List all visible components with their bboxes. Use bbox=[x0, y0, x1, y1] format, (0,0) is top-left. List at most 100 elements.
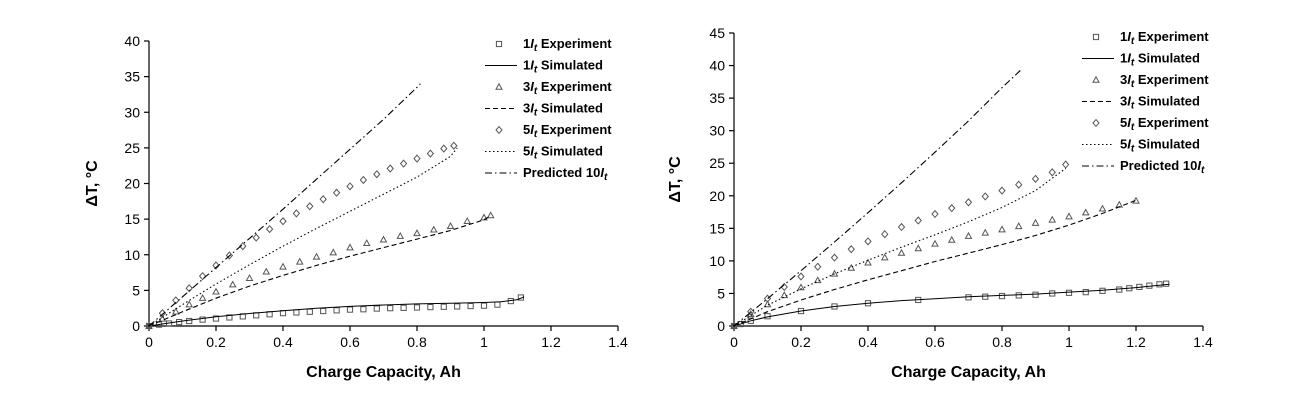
series-line bbox=[148, 296, 525, 327]
data-point bbox=[373, 305, 380, 312]
legend-label: 1It Simulated bbox=[523, 58, 603, 76]
x-axis-title: Charge Capacity, Ah bbox=[891, 364, 1046, 381]
chart-panel-b: 0 0.2 0.4 0.6 0.8 1 1.2 1.4 0 5 10 15 20 25 30 35 40 45 Ch… bbox=[667, 25, 1213, 381]
data-point bbox=[981, 228, 990, 236]
data-point bbox=[199, 316, 206, 323]
x-tick-label: 0.8 bbox=[407, 334, 427, 350]
y-tick-label: 35 bbox=[124, 69, 140, 85]
legend-entry: 1It Simulated bbox=[485, 58, 603, 76]
y-tick-label: 0 bbox=[717, 318, 725, 334]
data-point bbox=[847, 245, 855, 254]
x-tick-label: 0.2 bbox=[206, 334, 226, 350]
legend-label: 5It Experiment bbox=[1120, 115, 1209, 133]
x-tick-label: 0 bbox=[145, 334, 153, 350]
legend-label: 3It Simulated bbox=[523, 101, 603, 119]
data-point bbox=[1065, 212, 1073, 220]
legend: 1It Experiment 1It Simulated 3It Experimen… bbox=[1082, 29, 1209, 176]
series-triangle-marker bbox=[730, 196, 1140, 329]
series-dash-dot bbox=[148, 83, 421, 327]
data-point bbox=[239, 242, 247, 251]
series-triangle-marker bbox=[145, 211, 495, 329]
y-tick-label: 0 bbox=[132, 318, 140, 334]
data-point bbox=[413, 229, 421, 237]
data-point bbox=[346, 243, 354, 251]
data-point bbox=[914, 216, 922, 225]
data-point bbox=[440, 144, 448, 153]
y-tick-label: 10 bbox=[709, 253, 725, 269]
x-tick-label: 0.6 bbox=[925, 334, 945, 350]
y-tick-label: 40 bbox=[124, 33, 140, 49]
legend-entry: 1It Experiment bbox=[495, 36, 612, 54]
legend-label: 3It Experiment bbox=[523, 79, 612, 97]
legend-entry: 1It Experiment bbox=[1092, 29, 1209, 47]
legend-label: 5It Simulated bbox=[1120, 137, 1200, 155]
data-point bbox=[480, 302, 488, 309]
series-dotted bbox=[733, 167, 1067, 327]
legend-label: Predicted 10It bbox=[523, 165, 608, 183]
data-point bbox=[494, 301, 501, 308]
data-point bbox=[279, 262, 287, 270]
y-tick-label: 15 bbox=[124, 211, 140, 227]
data-point bbox=[185, 300, 194, 308]
data-point bbox=[1031, 218, 1040, 226]
data-point bbox=[212, 315, 220, 322]
data-point bbox=[198, 293, 207, 301]
series-line bbox=[733, 199, 1137, 327]
data-point bbox=[413, 154, 421, 163]
data-point bbox=[780, 291, 789, 299]
data-point bbox=[252, 233, 260, 242]
legend-swatch bbox=[495, 40, 503, 48]
series-solid bbox=[733, 283, 1170, 327]
legend-entry: 3It Experiment bbox=[1092, 72, 1209, 90]
y-tick-label: 40 bbox=[709, 58, 725, 74]
legend-label: 3It Experiment bbox=[1120, 72, 1209, 90]
data-point bbox=[864, 258, 872, 266]
data-point bbox=[480, 213, 488, 221]
y-tick-label: 25 bbox=[124, 140, 140, 156]
chart-panel-a: 0 0.2 0.4 0.6 0.8 1 1.2 1.4 0 5 10 15 20 25 30 35 40 Char… bbox=[84, 33, 628, 381]
data-point bbox=[362, 239, 371, 247]
data-point bbox=[467, 302, 474, 310]
x-tick-label: 0.2 bbox=[791, 334, 811, 350]
data-point bbox=[440, 303, 447, 310]
data-point bbox=[346, 306, 354, 313]
legend-entry: Predicted 10It bbox=[485, 165, 608, 183]
data-point bbox=[1082, 289, 1089, 296]
data-point bbox=[1099, 287, 1106, 294]
legend-label: 1It Simulated bbox=[1120, 51, 1200, 69]
data-point bbox=[400, 304, 407, 311]
data-point bbox=[965, 294, 972, 301]
data-point bbox=[228, 280, 237, 288]
x-tick-label: 1 bbox=[1065, 334, 1073, 350]
data-point bbox=[847, 263, 856, 271]
series-dash-dot bbox=[733, 68, 1023, 327]
data-point bbox=[346, 182, 354, 191]
legend-swatch bbox=[495, 125, 503, 135]
x-tick-label: 1.4 bbox=[608, 334, 628, 350]
data-point bbox=[897, 222, 906, 232]
legend-swatch bbox=[1092, 33, 1100, 41]
data-point bbox=[1048, 215, 1057, 223]
data-point bbox=[1098, 204, 1107, 212]
x-tick-label: 1.2 bbox=[541, 334, 561, 350]
data-point bbox=[306, 202, 314, 211]
data-point bbox=[830, 253, 839, 262]
legend-label: 1It Experiment bbox=[1120, 29, 1209, 47]
legend: 1It Experiment 1It Simulated 3It Experimen… bbox=[485, 36, 612, 183]
series-line bbox=[733, 68, 1023, 327]
y-tick-label: 20 bbox=[124, 176, 140, 192]
data-point bbox=[292, 209, 301, 218]
series-line bbox=[148, 215, 491, 327]
data-point bbox=[320, 307, 327, 315]
data-point bbox=[373, 170, 381, 179]
data-point bbox=[830, 269, 839, 277]
data-point bbox=[265, 224, 274, 234]
data-point bbox=[413, 304, 421, 311]
series-square-marker bbox=[730, 280, 1170, 330]
data-point bbox=[226, 314, 233, 321]
x-tick-label: 1.2 bbox=[1126, 334, 1146, 350]
data-point bbox=[312, 252, 321, 260]
series-line bbox=[733, 167, 1067, 327]
data-point bbox=[399, 159, 408, 168]
